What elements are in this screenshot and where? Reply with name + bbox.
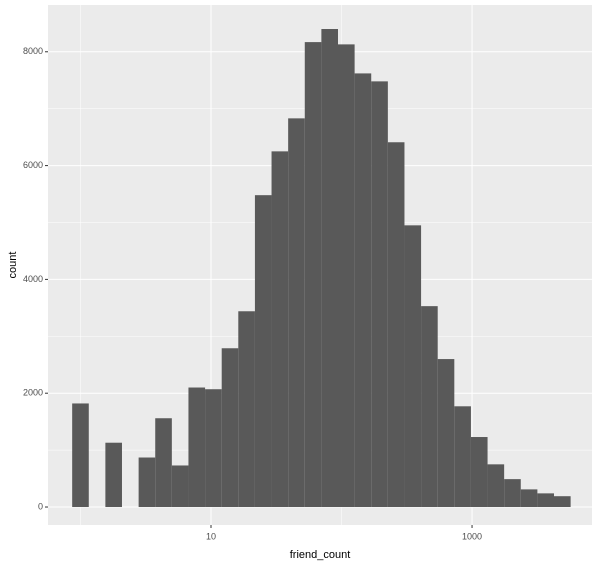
y-tick-label: 8000 (23, 46, 43, 56)
bar (504, 479, 521, 508)
x-tick-label: 10 (206, 531, 216, 541)
bar (537, 493, 555, 508)
bar (487, 464, 505, 508)
bar (188, 387, 206, 508)
bar (105, 442, 122, 508)
bar (238, 311, 255, 508)
bar (288, 118, 305, 508)
bar (304, 42, 322, 508)
y-tick-label: 2000 (23, 388, 43, 398)
bar (354, 73, 372, 508)
bar (254, 195, 272, 508)
bar (371, 81, 388, 508)
bar (171, 465, 189, 508)
bar (554, 496, 571, 508)
bar (520, 489, 538, 508)
bar (321, 29, 338, 508)
bar (138, 457, 156, 508)
bar (454, 406, 471, 508)
y-tick-label: 6000 (23, 160, 43, 170)
bar (437, 359, 455, 508)
x-axis-title: friend_count (290, 549, 351, 561)
y-axis-title: count (7, 252, 19, 279)
bar (271, 151, 289, 508)
bar (470, 437, 488, 508)
y-tick-label: 0 (38, 501, 43, 511)
bar (421, 306, 438, 508)
x-tick-label: 1000 (462, 531, 482, 541)
bar (221, 348, 239, 508)
bar (404, 225, 422, 508)
y-tick-label: 4000 (23, 274, 43, 284)
bar (337, 44, 355, 508)
bar (72, 403, 89, 508)
bar (155, 418, 172, 508)
bar (387, 142, 405, 508)
bar (205, 389, 222, 508)
